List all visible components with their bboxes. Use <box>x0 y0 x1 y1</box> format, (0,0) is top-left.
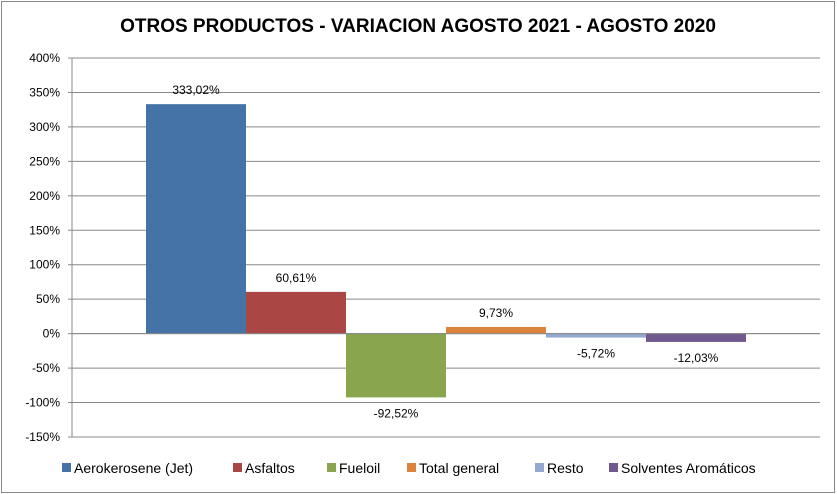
y-tick-label: -100% <box>25 396 60 410</box>
y-tick-label: 350% <box>29 85 60 99</box>
data-label: 60,61% <box>276 271 317 285</box>
bar-5 <box>646 333 746 342</box>
y-tick-label: -50% <box>32 361 60 375</box>
data-label: -92,52% <box>374 406 419 420</box>
legend-label: Solventes Aromáticos <box>621 460 756 476</box>
data-label: -12,03% <box>674 351 719 365</box>
legend-label: Resto <box>547 460 584 476</box>
y-tick-label: 250% <box>29 154 60 168</box>
legend-swatch <box>327 463 336 472</box>
legend-swatch <box>407 463 416 472</box>
y-tick-label: 150% <box>29 223 60 237</box>
legend-label: Total general <box>419 460 499 476</box>
legend-swatch <box>62 463 71 472</box>
legend-swatch <box>535 463 544 472</box>
bar-4 <box>546 333 646 338</box>
data-label: 333,02% <box>172 83 220 97</box>
legend-label: Asfaltos <box>245 460 295 476</box>
y-tick-label: 200% <box>29 189 60 203</box>
legend-swatch <box>609 463 618 472</box>
y-tick-label: 50% <box>36 292 60 306</box>
data-label: 9,73% <box>479 306 513 320</box>
legend-label: Aerokerosene (Jet) <box>74 460 193 476</box>
data-label: -5,72% <box>577 347 615 361</box>
bar-2 <box>346 333 446 398</box>
y-tick-label: 0% <box>43 327 61 341</box>
chart-title: OTROS PRODUCTOS - VARIACION AGOSTO 2021 … <box>120 16 716 37</box>
bar-1 <box>246 291 346 334</box>
y-tick-label: 300% <box>29 120 60 134</box>
y-tick-label: -150% <box>25 430 60 444</box>
y-tick-label: 400% <box>29 51 60 65</box>
bar-0 <box>146 104 246 334</box>
y-tick-label: 100% <box>29 258 60 272</box>
legend-label: Fueloil <box>339 460 380 476</box>
legend-swatch <box>233 463 242 472</box>
bar-3 <box>446 326 546 334</box>
